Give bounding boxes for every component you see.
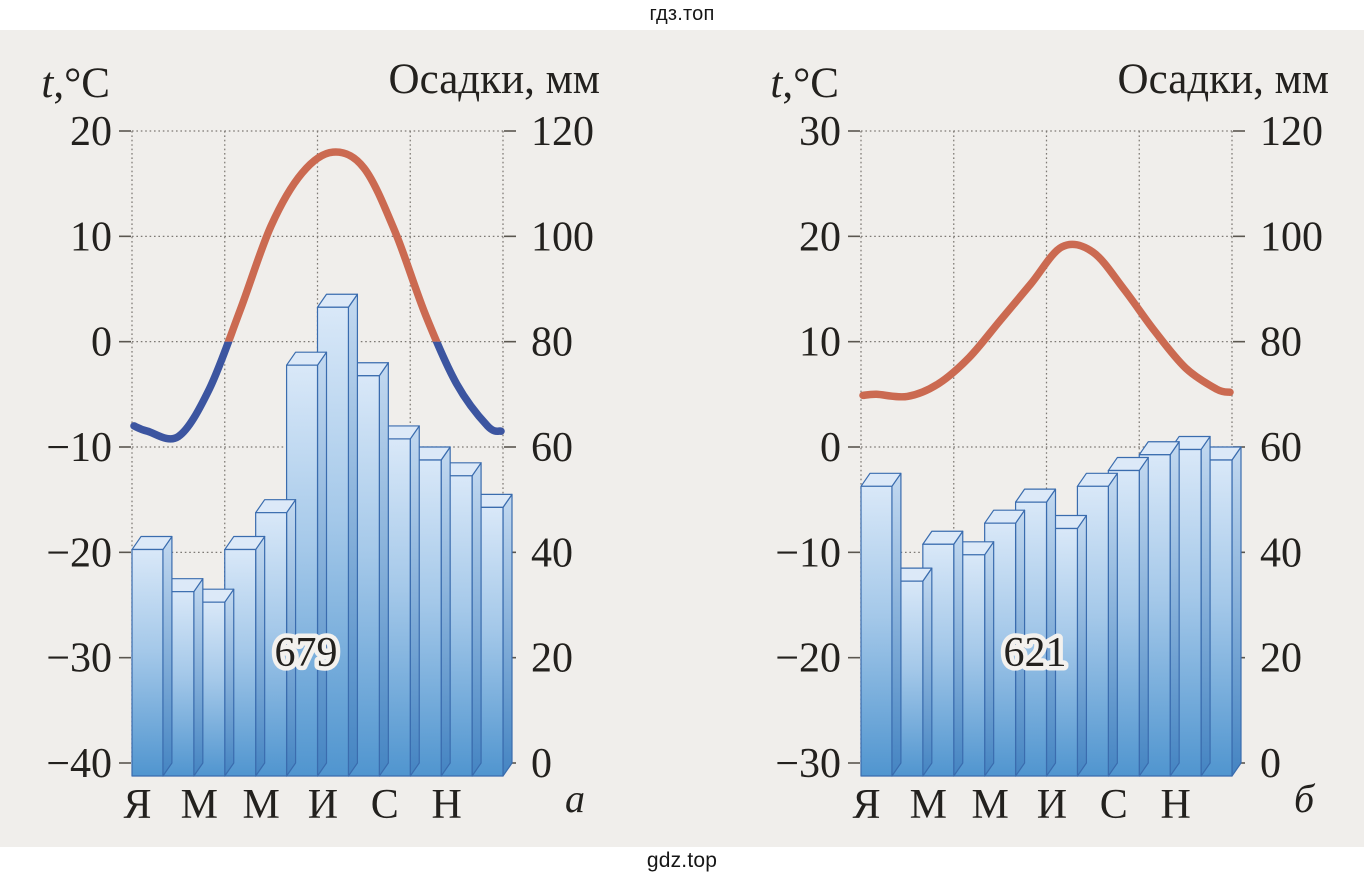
month-label: Я bbox=[123, 782, 151, 828]
temp-axis-title: t,°C bbox=[770, 60, 839, 107]
precip-tick-label: 20 bbox=[531, 636, 573, 682]
temp-axis-title: t,°C bbox=[41, 60, 110, 107]
temp-tick-label: 10 bbox=[70, 214, 112, 260]
month-label: М bbox=[910, 782, 947, 828]
precip-tick-label: 80 bbox=[1260, 320, 1302, 366]
month-label: М bbox=[242, 782, 279, 828]
precipitation-bars bbox=[860, 435, 1242, 777]
watermark-top: гдз.топ bbox=[649, 3, 715, 25]
precip-tick-label: 100 bbox=[1260, 214, 1323, 260]
month-label: И bbox=[1037, 782, 1067, 828]
temp-tick-label: −20 bbox=[775, 636, 841, 682]
precip-tick-label: 0 bbox=[1260, 741, 1281, 787]
precip-tick-label: 60 bbox=[1260, 425, 1302, 471]
precip-tick-label: 120 bbox=[531, 109, 594, 155]
annual-precip-total: 621 bbox=[1004, 630, 1067, 676]
precip-tick-label: 20 bbox=[1260, 636, 1302, 682]
chart-corner-label: б bbox=[1294, 776, 1316, 821]
precip-tick-label: 80 bbox=[531, 320, 573, 366]
temp-tick-label: −10 bbox=[46, 425, 112, 471]
temp-tick-label: −10 bbox=[775, 530, 841, 576]
temp-tick-label: −40 bbox=[46, 741, 112, 787]
chart-corner-label: а bbox=[565, 776, 585, 821]
temperature-curve-above-zero bbox=[224, 148, 441, 342]
precip-tick-label: 120 bbox=[1260, 109, 1323, 155]
annual-precip-total: 679 bbox=[275, 630, 338, 676]
temp-tick-label: 30 bbox=[799, 109, 841, 155]
precip-tick-label: 60 bbox=[531, 425, 573, 471]
axis-ticks bbox=[848, 130, 1245, 764]
precip-bar-month-12 bbox=[471, 493, 513, 777]
precip-bar-month-1 bbox=[860, 472, 902, 777]
month-label: Н bbox=[1160, 782, 1190, 828]
temp-tick-label: −20 bbox=[46, 530, 112, 576]
month-label: М bbox=[971, 782, 1008, 828]
precip-tick-label: 100 bbox=[531, 214, 594, 260]
month-label: Н bbox=[431, 782, 461, 828]
month-label: Я bbox=[852, 782, 880, 828]
month-label: С bbox=[1100, 782, 1128, 828]
temp-tick-label: 0 bbox=[91, 320, 112, 366]
temp-tick-label: 20 bbox=[70, 109, 112, 155]
precip-axis-title: Осадки, мм bbox=[389, 56, 600, 103]
precipitation-bars bbox=[131, 293, 513, 777]
temp-tick-label: −30 bbox=[775, 741, 841, 787]
precip-axis-title: Осадки, мм bbox=[1118, 56, 1329, 103]
precip-tick-label: 40 bbox=[1260, 530, 1302, 576]
watermark-bottom: gdz.top bbox=[646, 849, 718, 872]
temp-tick-label: 20 bbox=[799, 214, 841, 260]
temp-tick-label: −30 bbox=[46, 636, 112, 682]
month-label: И bbox=[308, 782, 338, 828]
temp-tick-label: 0 bbox=[820, 425, 841, 471]
month-label: С bbox=[371, 782, 399, 828]
temperature-curve-below-zero bbox=[130, 341, 505, 443]
temp-tick-label: 10 bbox=[799, 320, 841, 366]
temperature-curve-above-zero bbox=[859, 240, 1234, 401]
precip-tick-label: 0 bbox=[531, 741, 552, 787]
precip-bar-month-1 bbox=[131, 535, 173, 777]
precip-tick-label: 40 bbox=[531, 530, 573, 576]
month-label: М bbox=[181, 782, 218, 828]
